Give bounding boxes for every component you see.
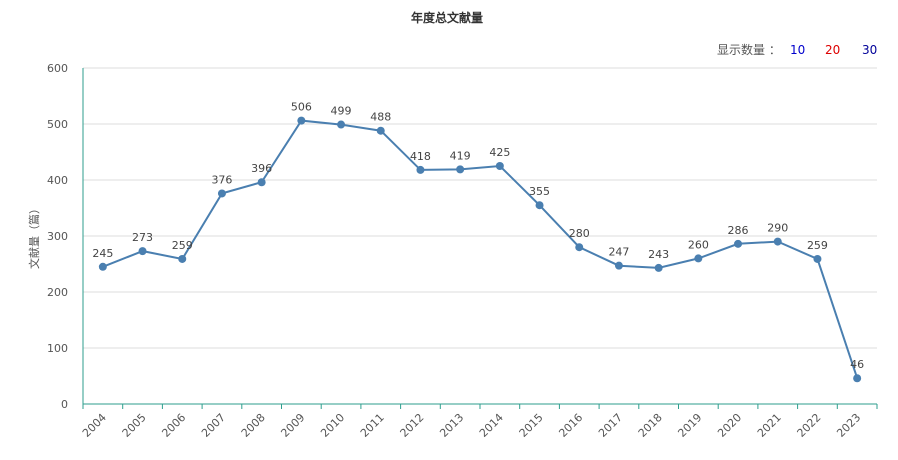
y-tick-label: 600 [47, 62, 68, 75]
display-count-control: 显示数量 ： 10 20 30 [717, 42, 877, 57]
y-tick-label: 500 [47, 118, 68, 131]
data-point[interactable] [535, 201, 544, 210]
data-point[interactable] [337, 120, 346, 129]
x-tick-label: 2006 [159, 411, 188, 440]
data-point[interactable] [734, 239, 743, 248]
data-point[interactable] [495, 162, 504, 170]
data-point[interactable] [217, 189, 226, 198]
data-point[interactable] [456, 165, 465, 174]
data-point[interactable] [297, 116, 306, 125]
data-point[interactable] [376, 126, 385, 135]
display-count-label: 显示数量 ： [717, 42, 781, 57]
data-point[interactable] [98, 262, 107, 271]
data-point[interactable] [178, 254, 187, 263]
x-tick-label: 2004 [80, 411, 109, 440]
data-label: 247 [608, 246, 629, 259]
x-tick-label: 2011 [358, 411, 387, 440]
data-label: 355 [529, 185, 550, 198]
x-tick-label: 2018 [636, 411, 665, 440]
y-tick-label: 300 [47, 230, 68, 243]
data-label: 273 [132, 231, 153, 244]
data-label: 425 [489, 146, 510, 159]
data-label: 286 [728, 224, 749, 237]
data-point[interactable] [694, 254, 703, 263]
data-point[interactable] [654, 263, 663, 272]
data-label: 506 [291, 101, 312, 114]
data-label: 243 [648, 248, 669, 261]
chart-title: 年度总文献量 [411, 10, 483, 25]
x-tick-label: 2013 [437, 411, 466, 440]
data-label: 499 [331, 105, 352, 118]
data-label: 419 [450, 149, 471, 162]
x-axis-ticks: 2004 2005 2006 2007 2008 2009 2010 2011 2012 2013… [80, 404, 878, 440]
data-label: 396 [251, 162, 272, 175]
x-tick-label: 2008 [239, 411, 268, 440]
display-count-option-30[interactable]: 30 [862, 43, 877, 57]
data-label: 290 [767, 222, 788, 235]
series-polyline [102, 119, 859, 379]
x-tick-label: 2010 [318, 411, 347, 440]
data-label: 259 [807, 239, 828, 252]
x-tick-label: 2005 [120, 411, 149, 440]
x-tick-label: 2020 [715, 411, 744, 440]
data-point[interactable] [773, 237, 782, 246]
data-label: 488 [370, 111, 391, 124]
data-label: 259 [172, 239, 193, 252]
y-axis-ticks: 0 100 200 300 400 500 600 [47, 62, 68, 411]
data-point[interactable] [813, 254, 822, 263]
x-tick-label: 2019 [675, 411, 704, 440]
data-label: 245 [92, 247, 113, 260]
y-axis-label: 文献量（篇） [27, 203, 41, 269]
x-tick-label: 2012 [398, 411, 427, 440]
gridlines [83, 67, 877, 349]
x-tick-label: 2016 [556, 411, 585, 440]
x-tick-label: 2017 [596, 411, 625, 440]
display-count-option-20[interactable]: 20 [825, 43, 840, 57]
data-point[interactable] [138, 247, 147, 256]
x-tick-label: 2014 [477, 411, 506, 440]
data-label: 376 [211, 173, 232, 186]
data-point[interactable] [257, 178, 266, 187]
x-tick-label: 2021 [755, 411, 784, 440]
y-tick-label: 100 [47, 342, 68, 355]
data-point[interactable] [575, 243, 584, 252]
data-label: 280 [569, 227, 590, 240]
x-tick-label: 2009 [278, 411, 307, 440]
x-tick-label: 2015 [517, 411, 546, 440]
y-tick-label: 400 [47, 174, 68, 187]
data-points [98, 116, 862, 383]
data-labels: 245 273 259 376 396 506 499 488 418 419 425 355 280 2… [92, 101, 864, 372]
data-point[interactable] [614, 261, 623, 270]
data-point[interactable] [853, 374, 862, 383]
y-tick-label: 0 [61, 398, 68, 411]
series-line [102, 119, 859, 379]
data-label: 418 [410, 150, 431, 163]
x-tick-label: 2023 [834, 411, 863, 440]
data-point[interactable] [416, 165, 425, 174]
x-tick-label: 2022 [795, 411, 824, 440]
data-label: 260 [688, 238, 709, 251]
display-count-option-10[interactable]: 10 [790, 43, 805, 57]
data-label: 46 [850, 358, 864, 371]
x-tick-label: 2007 [199, 411, 228, 440]
y-tick-label: 200 [47, 286, 68, 299]
